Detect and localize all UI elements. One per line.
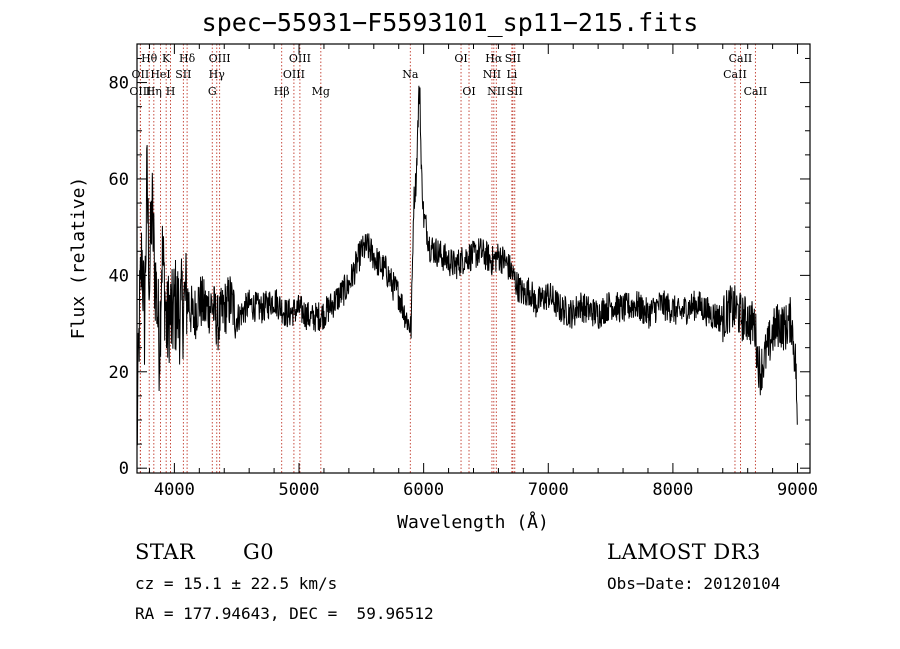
observation-date: Obs−Date: 20120104 bbox=[607, 574, 781, 593]
spectral-line-label: OIII bbox=[209, 52, 231, 65]
spectral-line-label: OI bbox=[462, 85, 475, 98]
y-axis-ticks: 0 20 40 60 80 bbox=[109, 57, 810, 479]
plot-frame bbox=[136, 43, 811, 474]
y-axis-label: Flux (relative) bbox=[68, 177, 89, 340]
spectral-line-label: OIII bbox=[283, 68, 305, 81]
chart-title: spec−55931−F5593101_sp11−215.fits bbox=[201, 8, 699, 37]
x-axis-ticks: 4000 5000 6000 7000 8000 9000 bbox=[148, 44, 818, 500]
redshift-velocity: cz = 15.1 ± 22.5 km/s bbox=[135, 574, 338, 593]
spectral-line-label: SII bbox=[507, 85, 523, 98]
spectral-line-label: NII bbox=[487, 85, 505, 98]
spectral-line-label: Hη bbox=[146, 85, 162, 98]
x-tick-label: 7000 bbox=[528, 480, 569, 500]
y-tick-label: 20 bbox=[109, 363, 129, 383]
x-tick-label: 8000 bbox=[652, 480, 693, 500]
spectral-line-label: G bbox=[208, 85, 217, 98]
spectral-line-label: CaII bbox=[744, 85, 768, 98]
spectral-line-label: Hθ bbox=[141, 52, 158, 65]
spectral-line-label: SII bbox=[175, 68, 191, 81]
spectral-line-label: CaII bbox=[723, 68, 747, 81]
spectral-line-label: Hβ bbox=[274, 85, 290, 98]
spectral-line-label: OI bbox=[454, 52, 467, 65]
x-tick-label: 5000 bbox=[279, 480, 320, 500]
spectral-line-label: Mg bbox=[312, 85, 330, 98]
y-tick-label: 0 bbox=[119, 459, 129, 479]
spectral-line-label: Hδ bbox=[179, 52, 196, 65]
spectral-line-label: SII bbox=[505, 52, 521, 65]
y-tick-label: 60 bbox=[109, 170, 129, 190]
spectral-line-label: NII bbox=[483, 68, 501, 81]
spectral-line-label: OII bbox=[132, 68, 150, 81]
spectral-line-label: CaII bbox=[729, 52, 753, 65]
sky-coordinates: RA = 177.94643, DEC = 59.96512 bbox=[135, 604, 434, 623]
y-tick-label: 80 bbox=[109, 74, 129, 94]
spectral-line-label: HeI bbox=[150, 68, 170, 81]
object-class: STAR bbox=[135, 540, 196, 564]
x-tick-label: 6000 bbox=[403, 480, 444, 500]
spectral-line-label: Hγ bbox=[209, 68, 226, 81]
x-tick-label: 4000 bbox=[154, 480, 195, 500]
spectral-line-label: OIII bbox=[129, 85, 151, 98]
spectral-line-label: H bbox=[166, 85, 176, 98]
spectral-line-label: Na bbox=[402, 68, 419, 81]
y-tick-label: 40 bbox=[109, 266, 129, 286]
spectral-line-label: K bbox=[162, 52, 171, 65]
spectrum-line bbox=[136, 85, 798, 446]
x-tick-label: 9000 bbox=[777, 480, 818, 500]
survey-name: LAMOST DR3 bbox=[607, 540, 761, 564]
spectral-line-label: OIII bbox=[289, 52, 311, 65]
spectral-line-label: Li bbox=[506, 68, 517, 81]
x-axis-label: Wavelength (Å) bbox=[397, 511, 549, 533]
object-subclass: G0 bbox=[243, 540, 275, 564]
spectrum-series bbox=[136, 85, 798, 446]
spectral-line-label: Hα bbox=[485, 52, 503, 65]
